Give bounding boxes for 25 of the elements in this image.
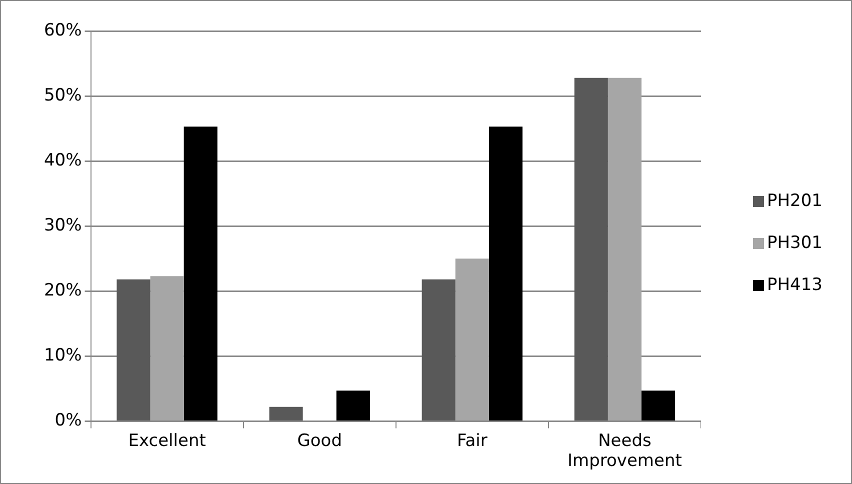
y-tick-label: 10% <box>44 346 82 366</box>
y-tick-label: 60% <box>44 20 82 40</box>
legend-label: PH301 <box>767 233 822 253</box>
y-tick-label: 50% <box>44 85 82 106</box>
legend-label: PH413 <box>767 275 822 295</box>
bar <box>455 258 489 420</box>
y-tick-label: 20% <box>44 280 82 301</box>
bar <box>150 276 184 420</box>
y-tick-label: 30% <box>44 216 82 236</box>
y-tick-label: 0% <box>54 410 82 431</box>
x-tick-label: Good <box>297 430 342 451</box>
x-tick-label: Fair <box>456 430 488 451</box>
legend-label: PH201 <box>767 191 822 211</box>
y-tick-label: 40% <box>44 150 82 170</box>
bar <box>608 78 642 420</box>
bar <box>574 78 608 420</box>
bar <box>336 390 370 420</box>
bar <box>642 390 676 420</box>
x-tick-label: Excellent <box>128 430 206 451</box>
bar <box>422 279 456 420</box>
bar <box>488 126 523 420</box>
bar <box>184 126 218 420</box>
bar <box>269 406 303 420</box>
bar <box>116 279 150 420</box>
x-tick-label: Needs Improvement <box>568 430 682 472</box>
